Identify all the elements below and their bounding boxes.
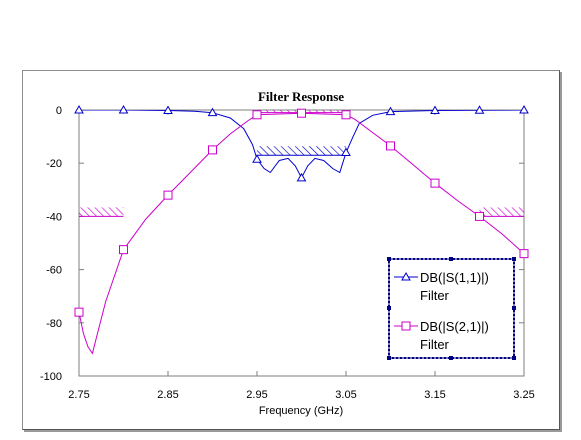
data-point-s11 [385,106,396,116]
x-tick-label: 3.05 [335,389,356,401]
data-point-s11 [474,105,485,114]
legend-entry-s11: DB(|S(1,1)|) Filter [394,270,489,303]
x-tick-label: 3.15 [424,389,445,401]
data-point-s11 [341,147,351,157]
chart-title: Filter Response [258,89,344,104]
y-tick-label: -40 [46,211,62,223]
series-line-s11 [79,110,524,179]
legend-handle[interactable] [512,306,516,310]
data-point-s21 [74,307,84,317]
x-tick-label: 2.75 [68,389,89,401]
y-tick-label: -60 [46,265,62,277]
y-tick-label: -80 [46,318,62,330]
legend-square-marker [401,321,411,331]
legend-label-s21: DB(|S(2,1)|) [420,319,489,334]
data-point-s11 [519,104,529,114]
x-axis-label: Frequency (GHz) [259,405,343,417]
y-tick-label: -100 [40,371,62,383]
goal-hatch [257,146,346,156]
data-point-s11 [207,107,218,117]
legend-resize-handles[interactable] [387,257,516,360]
legend-handle[interactable] [512,257,516,261]
y-axis: 0 -20 -40 -60 -80 -100 [40,105,524,383]
y-tick-label: -20 [46,158,62,170]
legend-sublabel-s11: Filter [420,288,450,303]
data-point-s21 [208,145,217,155]
data-point-s21 [475,211,484,221]
data-point-s11 [74,104,84,114]
legend-sublabel-s21: Filter [420,337,450,352]
x-tick-label: 3.25 [513,389,534,401]
data-point-s21 [297,108,306,118]
data-point-s21 [252,110,262,120]
data-point-s11 [430,105,440,115]
legend-handle[interactable] [512,356,516,360]
legend-triangle-marker [401,271,411,281]
legend-handle[interactable] [387,356,391,360]
data-point-s21 [163,190,173,200]
legend-handle[interactable] [449,356,453,360]
data-point-s21 [430,178,440,188]
data-point-s21 [519,249,529,259]
legend-entry-s21: DB(|S(2,1)|) Filter [394,319,489,352]
marker-layer [74,104,529,317]
x-tick-label: 2.85 [157,389,178,401]
data-point-s11 [296,172,307,182]
data-point-s21 [341,110,351,120]
legend-handle[interactable] [449,257,453,261]
data-point-s21 [119,245,128,255]
goal-hatch [79,207,124,217]
legend-label-s11: DB(|S(1,1)|) [420,270,489,285]
data-point-s11 [252,154,262,163]
y-tick-label: 0 [56,105,62,117]
x-tick-label: 2.95 [246,389,267,401]
legend-handle[interactable] [387,257,391,261]
data-point-s11 [163,105,173,115]
data-point-s21 [386,141,395,151]
goal-hatch [479,207,524,217]
legend-handle[interactable] [387,306,391,310]
data-point-s11 [118,104,129,114]
legend[interactable]: DB(|S(1,1)|) Filter DB(|S(2,1)|) Filter [387,257,516,360]
